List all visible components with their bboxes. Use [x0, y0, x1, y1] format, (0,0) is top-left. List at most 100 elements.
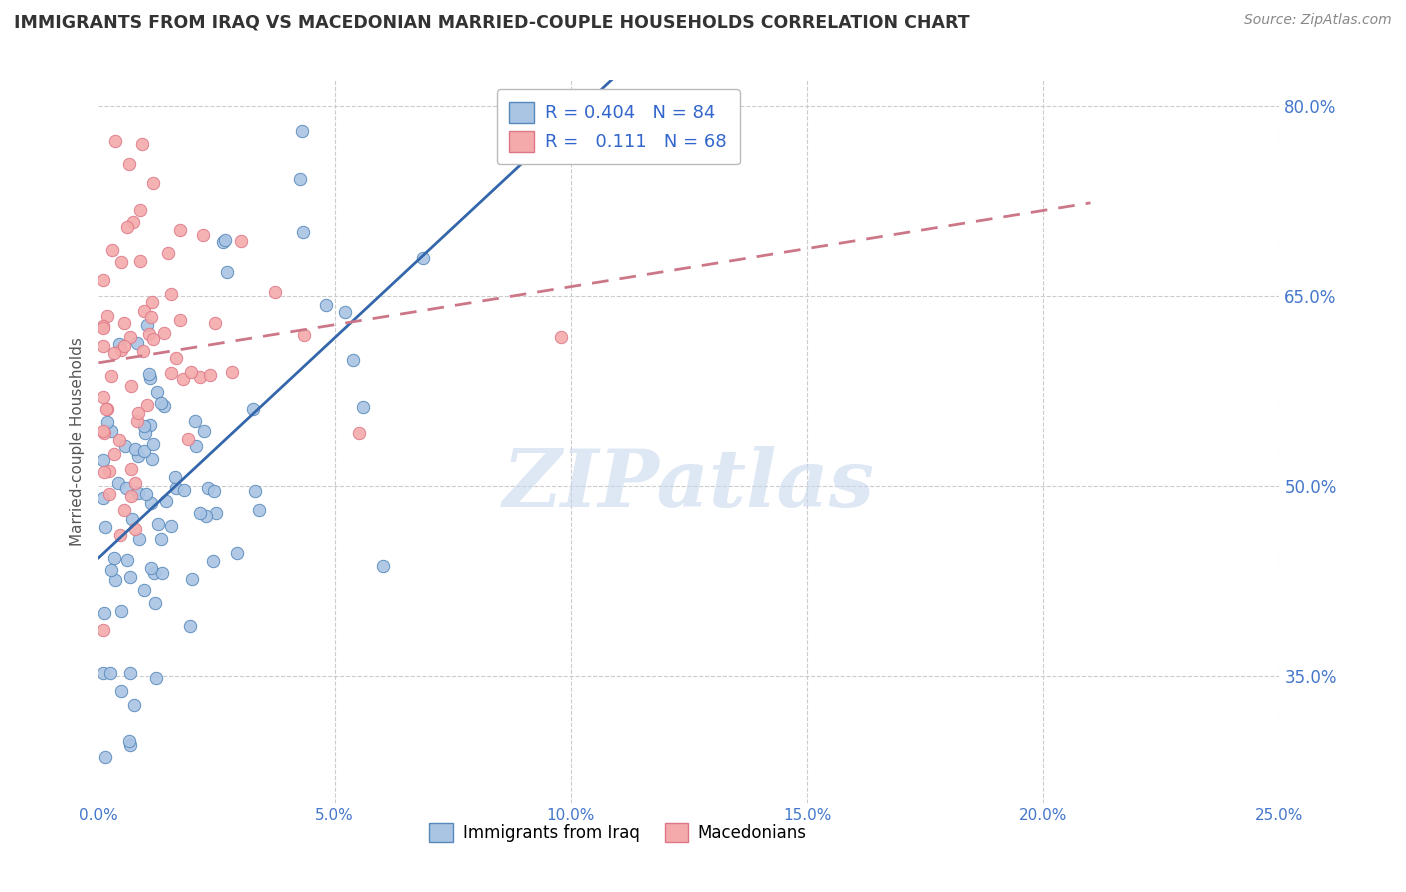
Point: [98, 666, 121, 681]
Point: [184, 439, 207, 453]
Point: [163, 469, 186, 483]
Point: [94, 402, 117, 417]
Point: [124, 442, 146, 456]
Point: [114, 439, 136, 453]
Point: [107, 476, 129, 491]
Point: [118, 666, 141, 681]
Point: [188, 369, 211, 384]
Point: [197, 481, 219, 495]
Point: [135, 487, 157, 501]
Point: [96, 415, 118, 429]
Point: [96, 402, 118, 417]
Point: [122, 698, 145, 713]
Point: [142, 437, 165, 451]
Point: [110, 254, 132, 268]
Point: [146, 517, 169, 532]
Point: [104, 134, 127, 148]
Point: [132, 444, 155, 458]
Point: [91, 623, 114, 637]
Point: [153, 399, 176, 413]
Point: [217, 265, 239, 279]
Point: [125, 414, 148, 428]
Text: IMMIGRANTS FROM IRAQ VS MACEDONIAN MARRIED-COUPLE HOUSEHOLDS CORRELATION CHART: IMMIGRANTS FROM IRAQ VS MACEDONIAN MARRI…: [14, 13, 970, 31]
Point: [291, 225, 314, 239]
Y-axis label: Married-couple Households: Married-couple Households: [69, 337, 84, 546]
Point: [191, 228, 214, 243]
Point: [225, 545, 247, 559]
Point: [150, 533, 173, 547]
Point: [412, 251, 434, 265]
Point: [202, 554, 225, 568]
Point: [103, 346, 125, 360]
Point: [127, 406, 149, 420]
Point: [214, 233, 236, 247]
Point: [153, 326, 176, 340]
Point: [333, 305, 356, 319]
Point: [121, 489, 143, 503]
Point: [315, 298, 337, 312]
Point: [247, 503, 270, 517]
Point: [91, 666, 114, 681]
Point: [98, 464, 121, 478]
Point: [166, 481, 188, 495]
Point: [181, 572, 204, 586]
Point: [143, 596, 166, 610]
Point: [169, 313, 191, 327]
Text: ZIPatlas: ZIPatlas: [503, 446, 875, 524]
Point: [173, 483, 195, 497]
Point: [373, 559, 395, 574]
Point: [107, 434, 129, 448]
Point: [118, 734, 141, 748]
Point: [91, 339, 114, 353]
Point: [103, 550, 125, 565]
Point: [165, 351, 187, 365]
Point: [141, 561, 163, 575]
Point: [93, 607, 115, 621]
Legend: Immigrants from Iraq, Macedonians: Immigrants from Iraq, Macedonians: [423, 816, 814, 848]
Point: [291, 124, 314, 138]
Point: [347, 425, 370, 440]
Point: [243, 483, 266, 498]
Point: [110, 343, 132, 357]
Point: [188, 506, 211, 520]
Point: [156, 246, 179, 260]
Point: [120, 330, 142, 344]
Point: [97, 487, 120, 501]
Point: [136, 398, 159, 412]
Point: [91, 390, 114, 404]
Point: [108, 337, 131, 351]
Point: [132, 583, 155, 598]
Point: [212, 235, 235, 249]
Point: [550, 330, 572, 344]
Point: [180, 365, 202, 379]
Point: [127, 335, 149, 350]
Point: [108, 527, 131, 541]
Point: [142, 332, 165, 346]
Point: [91, 452, 114, 467]
Point: [127, 450, 149, 464]
Point: [134, 425, 156, 440]
Point: [129, 253, 152, 268]
Point: [93, 465, 115, 479]
Point: [132, 344, 155, 359]
Point: [100, 564, 122, 578]
Point: [122, 215, 145, 229]
Point: [195, 508, 218, 523]
Point: [94, 520, 117, 534]
Point: [150, 566, 173, 580]
Point: [110, 604, 132, 618]
Point: [138, 327, 160, 342]
Point: [117, 553, 139, 567]
Point: [120, 570, 142, 584]
Point: [198, 368, 221, 382]
Point: [184, 414, 207, 428]
Point: [100, 368, 122, 383]
Point: [112, 503, 135, 517]
Point: [193, 424, 215, 438]
Text: Source: ZipAtlas.com: Source: ZipAtlas.com: [1244, 13, 1392, 28]
Point: [242, 401, 264, 416]
Point: [141, 452, 163, 467]
Point: [91, 320, 114, 334]
Point: [160, 286, 183, 301]
Point: [96, 309, 118, 323]
